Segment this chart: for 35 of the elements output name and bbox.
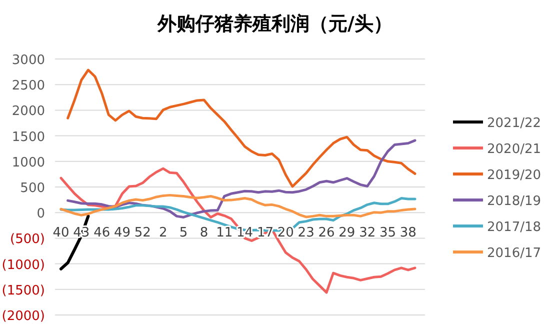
y-tick-label: 3000 bbox=[12, 53, 45, 68]
line-series bbox=[60, 194, 416, 218]
legend-label: 2016/17 bbox=[487, 246, 542, 261]
x-tick-label: 32 bbox=[359, 226, 376, 241]
chart-title: 外购仔猪养殖利润（元/头） bbox=[156, 13, 392, 35]
x-tick-label: 8 bbox=[200, 226, 208, 241]
x-tick-label: 29 bbox=[338, 226, 356, 241]
x-tick-label: 23 bbox=[298, 226, 314, 241]
x-tick-label: 11 bbox=[216, 226, 233, 241]
x-tick-label: 38 bbox=[400, 226, 416, 241]
legend-label: 2019/20 bbox=[487, 168, 542, 183]
y-tick-label: 2500 bbox=[12, 78, 45, 94]
y-tick-label: (2000) bbox=[2, 309, 45, 324]
y-tick-label: 500 bbox=[20, 181, 45, 196]
x-tick-label: 49 bbox=[114, 226, 131, 241]
legend-label: 2021/22 bbox=[487, 116, 542, 131]
x-tick-label: 52 bbox=[134, 226, 151, 241]
y-tick-label: 1000 bbox=[12, 155, 45, 170]
legend-label: 2017/18 bbox=[487, 220, 542, 235]
y-tick-label: 1500 bbox=[12, 130, 45, 145]
y-tick-label: (1000) bbox=[2, 258, 45, 273]
y-tick-label: 2000 bbox=[12, 104, 45, 120]
line-series bbox=[66, 68, 416, 188]
x-tick-label: 46 bbox=[94, 226, 110, 241]
legend-label: 2018/19 bbox=[487, 194, 542, 209]
y-tick-label: 0 bbox=[36, 206, 45, 222]
x-tick-label: 35 bbox=[379, 226, 396, 241]
legend-label: 2020/21 bbox=[487, 142, 542, 157]
y-tick-label: (1500) bbox=[2, 283, 45, 298]
y-tick-label: (500) bbox=[10, 232, 45, 248]
line-series bbox=[66, 139, 416, 218]
x-tick-label: 40 bbox=[52, 226, 70, 241]
x-tick-label: 5 bbox=[179, 226, 188, 241]
x-tick-label: 26 bbox=[318, 226, 335, 241]
x-tick-label: 2 bbox=[158, 226, 168, 241]
